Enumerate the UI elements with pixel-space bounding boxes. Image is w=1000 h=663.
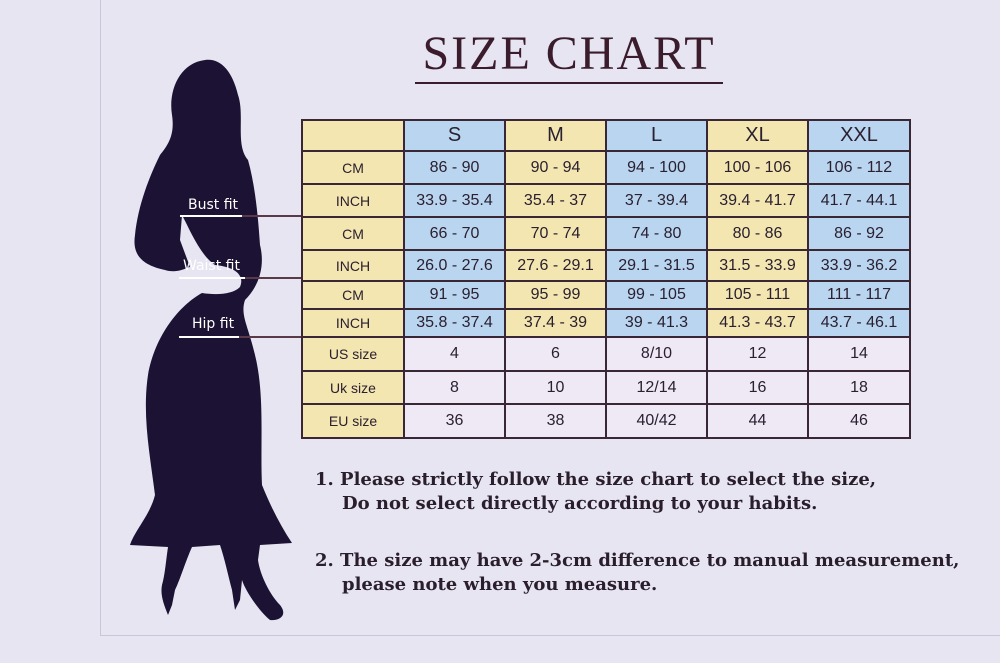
- table-row: EU size 36 38 40/42 44 46: [301, 403, 911, 439]
- note-2-line-2: please note when you measure.: [342, 574, 658, 595]
- waist-fit-line: [179, 277, 245, 279]
- size-cell: 39 - 41.3: [605, 308, 708, 338]
- header-cell: XXL: [807, 119, 911, 152]
- hip-fit-line: [179, 336, 239, 338]
- size-cell: 16: [706, 370, 809, 405]
- size-cell: 91 - 95: [403, 280, 506, 310]
- size-cell: 36: [403, 403, 506, 439]
- note-2-line-1: 2. The size may have 2-3cm difference to…: [315, 550, 960, 571]
- bust-fit-connector: [242, 215, 302, 217]
- table-row: INCH 26.0 - 27.6 27.6 - 29.1 29.1 - 31.5 31.…: [301, 249, 911, 282]
- size-cell: 105 - 111: [706, 280, 809, 310]
- size-cell: 35.4 - 37: [504, 183, 607, 218]
- size-cell: 41.3 - 43.7: [706, 308, 809, 338]
- size-cell: 10: [504, 370, 607, 405]
- size-cell: 37.4 - 39: [504, 308, 607, 338]
- row-label: INCH: [301, 183, 405, 218]
- header-cell: L: [605, 119, 708, 152]
- waist-fit-connector: [245, 277, 302, 279]
- hip-fit-label: Hip fit: [192, 316, 235, 332]
- size-cell: 39.4 - 41.7: [706, 183, 809, 218]
- size-cell: 70 - 74: [504, 216, 607, 251]
- size-cell: 86 - 92: [807, 216, 911, 251]
- header-cell: XL: [706, 119, 809, 152]
- page-title: SIZE CHART: [422, 27, 716, 80]
- size-cell: 43.7 - 46.1: [807, 308, 911, 338]
- table-row: INCH 33.9 - 35.4 35.4 - 37 37 - 39.4 39.4 - …: [301, 183, 911, 218]
- row-label: Uk size: [301, 370, 405, 405]
- size-cell: 12/14: [605, 370, 708, 405]
- size-cell: 111 - 117: [807, 280, 911, 310]
- note-2: 2. The size may have 2-3cm difference to…: [315, 549, 959, 597]
- table-row: CM 91 - 95 95 - 99 99 - 105 105 - 111 111 - 1…: [301, 280, 911, 310]
- row-label: INCH: [301, 308, 405, 338]
- size-cell: 106 - 112: [807, 150, 911, 185]
- table-row: CM 86 - 90 90 - 94 94 - 100 100 - 106 106 - 1…: [301, 150, 911, 185]
- size-cell: 86 - 90: [403, 150, 506, 185]
- size-cell: 100 - 106: [706, 150, 809, 185]
- size-cell: 90 - 94: [504, 150, 607, 185]
- header-cell: [301, 119, 405, 152]
- row-label: CM: [301, 150, 405, 185]
- size-cell: 35.8 - 37.4: [403, 308, 506, 338]
- size-cell: 66 - 70: [403, 216, 506, 251]
- size-cell: 29.1 - 31.5: [605, 249, 708, 282]
- hip-fit-connector: [239, 336, 302, 338]
- size-cell: 95 - 99: [504, 280, 607, 310]
- size-cell: 4: [403, 336, 506, 372]
- row-label: CM: [301, 216, 405, 251]
- size-cell: 6: [504, 336, 607, 372]
- size-cell: 27.6 - 29.1: [504, 249, 607, 282]
- size-cell: 8/10: [605, 336, 708, 372]
- frame: [100, 0, 1000, 636]
- woman-silhouette-icon: [130, 59, 292, 621]
- note-1: 1. Please strictly follow the size chart…: [315, 468, 876, 516]
- size-cell: 80 - 86: [706, 216, 809, 251]
- size-cell: 99 - 105: [605, 280, 708, 310]
- row-label: CM: [301, 280, 405, 310]
- size-cell: 74 - 80: [605, 216, 708, 251]
- note-1-line-1: 1. Please strictly follow the size chart…: [315, 469, 877, 490]
- row-label: US size: [301, 336, 405, 372]
- size-cell: 8: [403, 370, 506, 405]
- table-row: US size 4 6 8/10 12 14: [301, 336, 911, 372]
- table-row: Uk size 8 10 12/14 16 18: [301, 370, 911, 405]
- note-1-line-2: Do not select directly according to your…: [342, 493, 818, 514]
- size-cell: 31.5 - 33.9: [706, 249, 809, 282]
- size-table: S M L XL XXL CM 86 - 90 90 - 94 94 - 100 100…: [301, 119, 911, 439]
- size-cell: 44: [706, 403, 809, 439]
- size-cell: 40/42: [605, 403, 708, 439]
- size-cell: 41.7 - 44.1: [807, 183, 911, 218]
- size-cell: 33.9 - 35.4: [403, 183, 506, 218]
- header-cell: S: [403, 119, 506, 152]
- row-label: EU size: [301, 403, 405, 439]
- bust-fit-label: Bust fit: [188, 197, 239, 213]
- size-cell: 94 - 100: [605, 150, 708, 185]
- size-cell: 14: [807, 336, 911, 372]
- title-underline: [415, 82, 723, 84]
- table-row: INCH 35.8 - 37.4 37.4 - 39 39 - 41.3 41.3 - …: [301, 308, 911, 338]
- size-cell: 38: [504, 403, 607, 439]
- table-row: CM 66 - 70 70 - 74 74 - 80 80 - 86 86 - 92: [301, 216, 911, 251]
- size-cell: 37 - 39.4: [605, 183, 708, 218]
- waist-fit-label: Waist fit: [183, 258, 240, 274]
- bust-fit-line: [180, 215, 242, 217]
- row-label: INCH: [301, 249, 405, 282]
- size-cell: 18: [807, 370, 911, 405]
- size-cell: 33.9 - 36.2: [807, 249, 911, 282]
- header-cell: M: [504, 119, 607, 152]
- size-cell: 46: [807, 403, 911, 439]
- size-cell: 12: [706, 336, 809, 372]
- size-cell: 26.0 - 27.6: [403, 249, 506, 282]
- table-header-row: S M L XL XXL: [301, 119, 911, 152]
